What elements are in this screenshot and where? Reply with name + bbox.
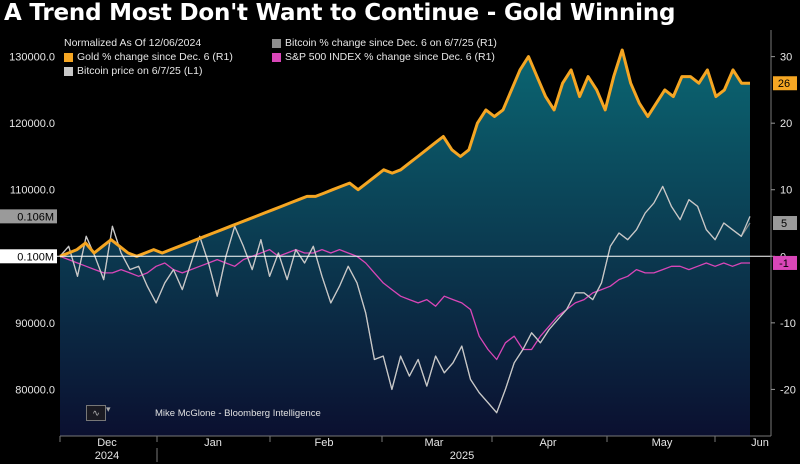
x-axis-year-label: 2025 (450, 450, 474, 462)
legend-swatch-bitcoin-pct (272, 38, 281, 48)
x-axis-tick-label: Dec (97, 437, 117, 449)
x-axis-tick-label: May (652, 437, 673, 449)
x-axis-tick-label: Jun (751, 437, 769, 449)
legend-sp500[interactable]: S&P 500 INDEX % change since Dec. 6 (R1) (272, 51, 495, 63)
right-axis-tick-label: -10 (780, 318, 796, 330)
legend-swatch-gold (64, 52, 73, 62)
right-axis-badge: -1 (779, 258, 789, 270)
left-axis-badge: 0.100M (17, 251, 54, 263)
right-axis-badge: 5 (781, 218, 787, 230)
gold-area-fill (60, 50, 750, 436)
left-axis-badge-box (0, 249, 57, 264)
series-line-gold (59, 48, 750, 258)
left-axis-badge: 0.106M (17, 211, 54, 223)
source-note: Mike McGlone - Bloomberg Intelligence (155, 408, 321, 419)
chart-title: A Trend Most Don't Want to Continue - Go… (4, 0, 676, 26)
legend-normalized: Normalized As Of 12/06/2024 (64, 37, 202, 49)
x-axis-tick-label: Mar (425, 437, 444, 449)
right-axis-badge-box (773, 216, 797, 231)
legend-gold[interactable]: Gold % change since Dec. 6 (R1) (64, 51, 272, 63)
x-axis-tick-label: Apr (539, 437, 556, 449)
legend-bitcoin-pct[interactable]: Bitcoin % change since Dec. 6 on 6/7/25 … (272, 37, 497, 49)
x-axis-tick-label: Feb (315, 437, 334, 449)
right-axis-badge: 26 (778, 78, 790, 90)
left-axis-tick-label: 130000.0 (9, 52, 55, 64)
series-line-sp500 (59, 248, 750, 361)
left-axis-tick-label: 110000.0 (10, 185, 55, 197)
legend-bitcoin-price[interactable]: Bitcoin price on 6/7/25 (L1) (64, 65, 272, 77)
left-axis-tick-label: 120000.0 (9, 118, 55, 130)
legend-swatch-sp500 (272, 52, 281, 62)
chevron-down-icon[interactable]: ▾ (106, 404, 111, 414)
right-axis-tick-label: 20 (780, 118, 792, 130)
right-axis-badge-box (773, 76, 797, 91)
right-axis-tick-label: 10 (780, 185, 792, 197)
x-axis-tick-label: Jan (204, 437, 222, 449)
x-axis-year-label: 2024 (95, 450, 119, 462)
left-axis-tick-label: 80000.0 (15, 384, 55, 396)
right-axis-tick-label: -20 (780, 384, 796, 396)
legend-swatch-bitcoin-price (64, 66, 73, 76)
left-axis-badge-box (0, 209, 57, 224)
right-axis-badge-box (773, 255, 797, 270)
legend: Normalized As Of 12/06/2024 Bitcoin % ch… (64, 36, 594, 78)
series-line-bitcoin-price (59, 185, 751, 414)
right-axis-tick-label: 30 (780, 52, 792, 64)
left-axis-tick-label: 90000.0 (15, 318, 55, 330)
line-chart-icon[interactable]: ∿ (86, 405, 106, 421)
